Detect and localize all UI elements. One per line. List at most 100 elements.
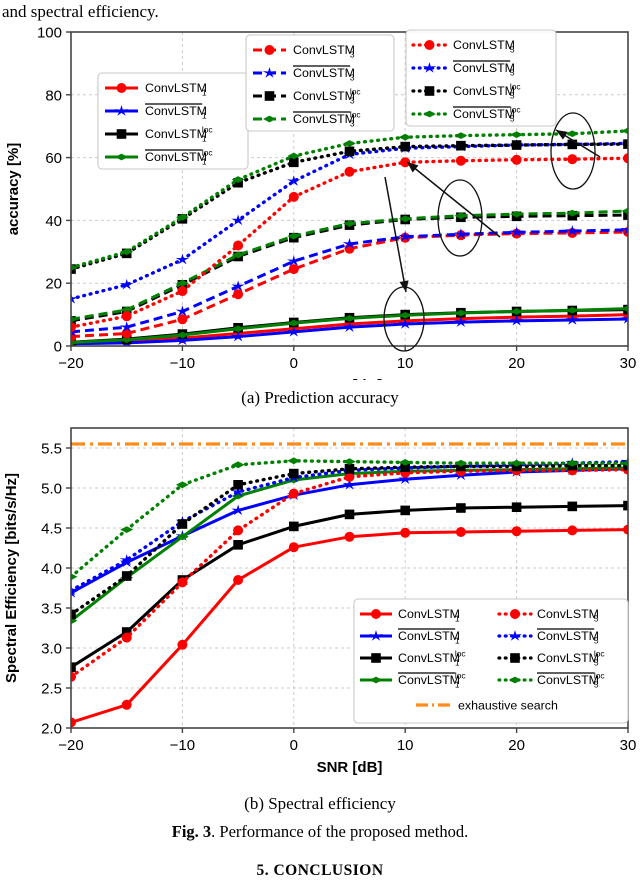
marker-circle [121, 311, 132, 322]
legend-label-sub: 5 [510, 45, 515, 55]
marker-diamond [71, 264, 78, 271]
legend-label: exhaustive search [458, 698, 558, 712]
x-tick-label: 30 [620, 737, 637, 754]
series-line [71, 466, 628, 622]
y-tick-label: 2.0 [41, 721, 62, 738]
marker-diamond [454, 132, 468, 140]
legend-background [353, 598, 629, 724]
marker-diamond [398, 311, 412, 319]
legend-label-sup: loc [455, 671, 466, 681]
legend-label-sup: loc [510, 82, 521, 92]
series-line [71, 129, 628, 270]
legend-label: ConvLSTM [453, 84, 515, 98]
marker-square [623, 210, 628, 220]
marker-star [262, 67, 277, 78]
marker-star [114, 105, 129, 116]
legend-label-sub: 5 [510, 68, 515, 78]
marker-circle [510, 609, 520, 619]
marker-circle [511, 526, 522, 537]
x-tick-label: 20 [508, 737, 525, 754]
legend-label: ConvLSTM [145, 127, 207, 141]
series-line [71, 467, 628, 679]
marker-diamond [71, 315, 78, 323]
series-ConvLSTM_1 [71, 524, 628, 728]
legend-entry-exhaustive-search[interactable]: exhaustive search [416, 698, 558, 712]
marker-star [286, 325, 301, 337]
x-tick-label: 0 [290, 355, 298, 372]
marker-diamond [231, 251, 245, 259]
legend-label: ConvLSTM [398, 673, 460, 687]
marker-star [398, 318, 413, 329]
legend-background [405, 29, 557, 127]
legend-label: ConvLSTM [293, 89, 355, 103]
marker-diamond [454, 459, 468, 467]
marker-diamond [231, 461, 245, 469]
marker-square [177, 519, 188, 529]
marker-diamond [287, 319, 301, 327]
annotation-arrow-to-legend5 [555, 129, 601, 158]
subcaption-a: (a) Prediction accuracy [241, 388, 399, 407]
marker-diamond [565, 459, 579, 467]
marker-star [398, 230, 413, 242]
x-tick-label: 30 [620, 355, 637, 372]
legend-label-sub: 5 [594, 614, 599, 624]
marker-star [71, 325, 78, 337]
legend-label-sup: loc [350, 87, 361, 97]
annotation-arrowhead [407, 162, 419, 173]
marker-square [510, 653, 520, 663]
y-tick-label: 5.0 [41, 481, 62, 498]
marker-square [567, 501, 578, 512]
legend-label: ConvLSTM [293, 43, 355, 57]
annotation-arrow-to-convlstm5 [406, 161, 501, 238]
marker-circle [344, 531, 355, 542]
legend-label-sub: 1 [202, 134, 207, 144]
legend-label-sub: 1 [455, 658, 460, 668]
marker-square [511, 140, 522, 150]
legend-label-sub: 5 [510, 114, 515, 124]
marker-square [233, 480, 243, 490]
marker-square [121, 627, 132, 637]
marker-diamond [343, 140, 356, 147]
marker-square [456, 503, 466, 513]
marker-square [344, 146, 355, 157]
figure-caption: Fig. 3. Performance of the proposed meth… [0, 822, 640, 842]
legend-label-sup: loc [202, 148, 213, 158]
marker-circle [288, 488, 299, 499]
legend-label: ConvLSTM [453, 38, 515, 52]
legend-label-sub: 1 [455, 680, 460, 690]
marker-diamond [398, 215, 412, 223]
legend-label-sub: 3 [350, 119, 355, 129]
marker-square [424, 86, 435, 96]
marker-circle [567, 525, 578, 536]
marker-circle [121, 632, 132, 643]
legend-background [245, 34, 395, 132]
marker-star [342, 321, 357, 332]
marker-circle [623, 153, 628, 164]
marker-diamond [510, 308, 523, 315]
series-ConvLSTM_1_loc_bar [71, 305, 628, 346]
marker-circle [116, 83, 127, 93]
marker-diamond [176, 279, 189, 287]
legend-label-sub: 1 [202, 111, 207, 121]
